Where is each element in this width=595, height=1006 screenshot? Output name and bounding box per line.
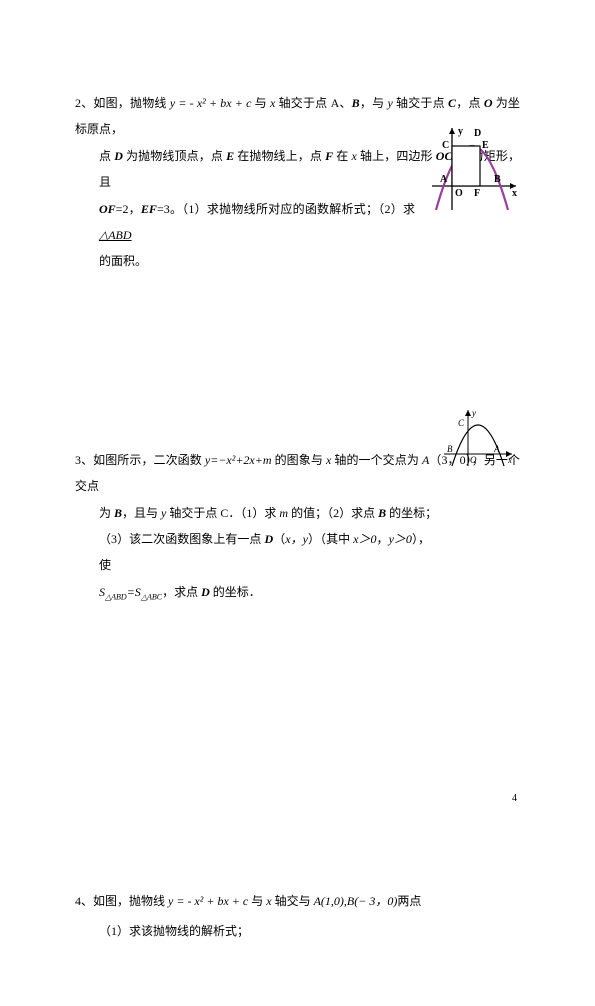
label-A: A	[440, 174, 448, 185]
label-y: y	[471, 408, 476, 418]
p2-line3: OF=2，EF=3。（1）求抛物线所对应的函数解析式；（2）求 △ABD	[75, 196, 415, 249]
pt-A: A	[314, 894, 321, 908]
label-D: D	[474, 128, 481, 139]
text: 在抛物线上，点	[234, 149, 325, 163]
p4-line2: （1）求该抛物线的解析式；	[75, 918, 520, 944]
coordA: (1,0),	[321, 894, 347, 908]
label-B: B	[494, 174, 501, 185]
label-C: C	[442, 140, 449, 151]
text: 的坐标．	[210, 585, 261, 599]
xy: x，y	[285, 532, 308, 546]
text: ，求点	[162, 585, 201, 599]
pt-B: B	[352, 96, 360, 110]
label-O: O	[470, 455, 477, 465]
text: 2、如图，抛物线	[75, 96, 170, 110]
text: 为抛物线顶点，点	[123, 149, 226, 163]
spacer	[75, 628, 520, 888]
cond2: y＞0	[389, 532, 412, 546]
pt-B: B	[347, 894, 354, 908]
text: 轴上，四边形	[357, 149, 436, 163]
problem-4: 4、如图，抛物线 y = - x² + bx + c 与 x 轴交与 A(1,0…	[75, 888, 520, 945]
p3-line3: （3）该二次函数图象上有一点 D（x，y）（其中 x＞0，y＞0），使	[75, 526, 430, 579]
var-m: m	[279, 506, 288, 520]
label-E: E	[482, 140, 489, 151]
pt-B: B	[378, 506, 386, 520]
text: 与	[251, 96, 270, 110]
eq: y = - x² + bx + c	[170, 96, 252, 110]
text: 为	[99, 506, 114, 520]
text: 3、如图所示，二次函数	[75, 453, 205, 467]
text: 的坐标；	[386, 506, 437, 520]
cond1: x＞0	[353, 532, 376, 546]
OF: OF	[99, 202, 116, 216]
text: 轴交于点	[393, 96, 448, 110]
text: ，点	[456, 96, 484, 110]
text: 轴的一个交点为	[331, 453, 422, 467]
text: （1）求该抛物线的解析式；	[99, 924, 249, 938]
label-y: y	[458, 126, 463, 137]
text: 轴交与	[272, 894, 314, 908]
parabola-sketch-icon: B A C O x y	[442, 406, 517, 470]
text: 的面积。	[99, 254, 147, 268]
text: 轴交于点 A、	[275, 96, 351, 110]
text: 点	[99, 149, 114, 163]
eq: y=−x²+2x+m	[205, 453, 272, 467]
text: 与	[248, 894, 266, 908]
text: 轴交于点 C．（1）求	[166, 506, 279, 520]
sub1: △ABD	[105, 592, 127, 601]
p2-line4: 的面积。	[75, 248, 415, 274]
text: （	[273, 532, 285, 546]
p3-line2: 为 B，且与 y 轴交于点 C．（1）求 m 的值；（2）求点 B 的坐标；	[75, 500, 520, 526]
pt-D: D	[114, 149, 123, 163]
label-O: O	[455, 188, 463, 199]
label-B: B	[447, 444, 453, 454]
pt-O: O	[484, 96, 493, 110]
text: ）（其中	[308, 532, 353, 546]
EF: EF	[141, 202, 157, 216]
text: ，且与	[122, 506, 161, 520]
text: 的值；（2）求点	[288, 506, 378, 520]
pt-F: F	[325, 149, 333, 163]
text: =3。（1）求抛物线所对应的函数解析式；（2）求	[157, 202, 415, 216]
ABD: △ABD	[99, 228, 132, 242]
p4-line1: 4、如图，抛物线 y = - x² + bx + c 与 x 轴交与 A(1,0…	[75, 888, 520, 914]
text: ，与	[360, 96, 388, 110]
page-number: 4	[512, 788, 517, 810]
coordB: (− 3，0)	[354, 894, 397, 908]
figure-2: B A C O x y	[442, 406, 517, 470]
pt-C: C	[448, 96, 456, 110]
text: ，	[377, 532, 389, 546]
pt-E: E	[226, 149, 234, 163]
problem-3: 3、如图所示，二次函数 y=−x²+2x+m 的图象与 x 轴的一个交点为 A （…	[75, 447, 520, 606]
text: （3）该二次函数图象上有一点	[99, 532, 265, 546]
pt-D: D	[201, 585, 210, 599]
label-C: C	[458, 418, 465, 428]
eq: y = - x² + bx + c	[168, 894, 248, 908]
label-F: F	[474, 188, 480, 199]
S2: =S	[127, 585, 141, 599]
sub2: △ABC	[141, 592, 162, 601]
label-A: A	[493, 444, 500, 454]
text: 两点	[397, 894, 421, 908]
label-x: x	[507, 455, 512, 465]
label-x: x	[512, 188, 517, 199]
pt-D: D	[265, 532, 274, 546]
text: 的图象与	[272, 453, 326, 467]
figure-1: A B C E D O F x y	[430, 124, 520, 214]
text: =2，	[116, 202, 141, 216]
text: 在	[333, 149, 351, 163]
pt-B: B	[114, 506, 122, 520]
parabola-diagram-icon: A B C E D O F x y	[430, 124, 520, 214]
p3-line4: S△ABD=S△ABC，求点 D 的坐标．	[75, 579, 520, 606]
text: 4、如图，抛物线	[75, 894, 168, 908]
